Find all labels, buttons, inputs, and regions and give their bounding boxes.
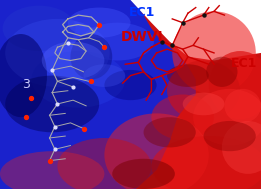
- Ellipse shape: [183, 93, 224, 115]
- Ellipse shape: [193, 89, 261, 146]
- Ellipse shape: [84, 64, 125, 87]
- Ellipse shape: [3, 6, 76, 51]
- Ellipse shape: [222, 121, 261, 174]
- Ellipse shape: [151, 136, 261, 189]
- Ellipse shape: [68, 8, 130, 38]
- Ellipse shape: [81, 23, 154, 60]
- Text: 3: 3: [22, 78, 30, 91]
- Ellipse shape: [0, 34, 47, 117]
- Ellipse shape: [104, 113, 209, 189]
- Ellipse shape: [144, 117, 196, 147]
- Ellipse shape: [167, 60, 240, 121]
- Polygon shape: [0, 0, 196, 189]
- Ellipse shape: [209, 51, 261, 119]
- Ellipse shape: [0, 151, 104, 189]
- Ellipse shape: [5, 76, 99, 132]
- Ellipse shape: [57, 138, 151, 189]
- Ellipse shape: [5, 19, 110, 87]
- Text: DWVI: DWVI: [121, 30, 164, 44]
- Ellipse shape: [224, 89, 261, 123]
- Ellipse shape: [172, 11, 256, 94]
- Ellipse shape: [167, 64, 209, 87]
- Ellipse shape: [204, 121, 256, 151]
- Ellipse shape: [151, 94, 214, 140]
- Polygon shape: [130, 0, 261, 60]
- Text: EC1: EC1: [231, 57, 257, 70]
- Ellipse shape: [206, 57, 238, 87]
- Ellipse shape: [70, 34, 112, 79]
- Text: EC1: EC1: [129, 6, 156, 19]
- Ellipse shape: [42, 42, 104, 79]
- Ellipse shape: [104, 70, 157, 100]
- Ellipse shape: [31, 51, 125, 108]
- Ellipse shape: [112, 159, 175, 189]
